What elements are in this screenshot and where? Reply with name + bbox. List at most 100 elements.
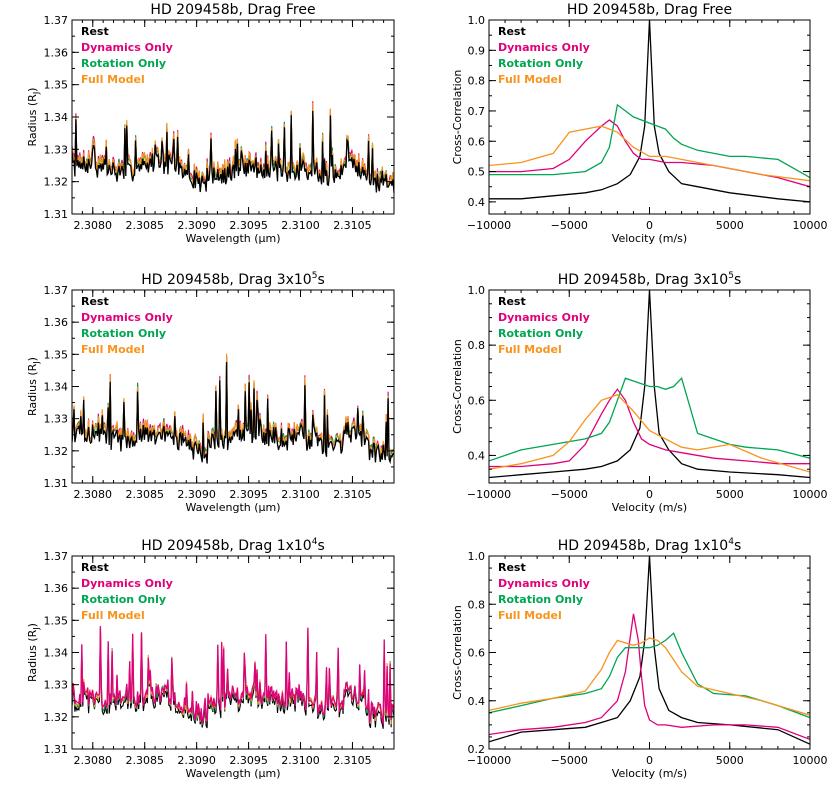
ccf-dragfree-xtick-label: 0 [646, 219, 653, 232]
ccf-drag1e4-line-full [489, 637, 810, 716]
ccf-drag3e5-ytick-label: 0.4 [468, 449, 486, 462]
spec-drag1e4-title: HD 209458b, Drag 1x104s [141, 537, 324, 554]
spec-dragfree-ylabel: Radius (RJ) [26, 88, 41, 147]
ccf-drag1e4-xtick-label: −5000 [551, 754, 588, 767]
ccf-dragfree-ytick-label: 0.8 [468, 75, 486, 88]
ccf-drag3e5-xtick-label: −5000 [551, 488, 588, 501]
ccf-dragfree-series-group [489, 20, 810, 203]
ccf-drag3e5-legend-rest: Rest [498, 295, 526, 308]
spec-drag3e5-panel: 2.3080 2.3085 2.3090 2.3095 2.3100 2.3105 1.31… [26, 271, 395, 514]
ccf-drag1e4-ylabel: Cross-Correlation [451, 605, 464, 700]
ccf-drag3e5-xlabel: Velocity (m/s) [612, 501, 687, 514]
spec-drag1e4-ytick-label: 1.34 [44, 647, 69, 660]
ccf-drag1e4-legend-rest: Rest [498, 561, 526, 574]
spec-drag3e5-xtick-label: 2.3105 [333, 488, 372, 501]
spec-dragfree-ytick-label: 1.32 [44, 176, 69, 189]
ccf-drag3e5-panel: −10000 −5000 0 5000 10000 0.4 0.6 0.8 1.0 HD 2094… [451, 271, 828, 514]
spec-dragfree-xtick-label: 2.3105 [333, 219, 372, 232]
spec-drag1e4-ytick-label: 1.31 [44, 743, 69, 756]
ccf-drag1e4-line-rest [489, 556, 810, 745]
spec-drag3e5-ytick-label: 1.34 [44, 381, 69, 394]
ccf-dragfree-panel: −10000 −5000 0 5000 10000 0.4 0.5 0.6 0.7 0.8 0.9 1… [451, 2, 828, 245]
ccf-drag1e4-line-dynamics [489, 613, 810, 741]
spec-drag1e4-line-full [72, 627, 394, 725]
spec-dragfree-line-rest [72, 110, 394, 194]
spec-drag1e4-ytick-label: 1.33 [44, 679, 69, 692]
ccf-drag1e4-ytick-label: 0.6 [468, 647, 486, 660]
ccf-dragfree-legend-rotation: Rotation Only [498, 57, 583, 70]
ccf-dragfree-ytick-label: 0.5 [468, 166, 486, 179]
ccf-dragfree-line-rotation [489, 103, 810, 179]
spec-drag3e5-ytick-label: 1.35 [44, 348, 69, 361]
spec-drag3e5-title: HD 209458b, Drag 3x105s [141, 271, 324, 288]
spec-drag1e4-legend-rest: Rest [81, 561, 109, 574]
ccf-drag3e5-legend-full: Full Model [498, 343, 562, 356]
ccf-dragfree-ylabel: Cross-Correlation [451, 70, 464, 165]
spec-drag1e4-xtick-label: 2.3095 [229, 754, 268, 767]
spec-drag1e4-legend-rotation: Rotation Only [81, 593, 166, 606]
ccf-drag1e4-ytick-label: 0.2 [468, 743, 486, 756]
spec-dragfree-line-dynamics [72, 101, 394, 189]
ccf-drag1e4-series-group [489, 556, 810, 745]
ccf-dragfree-xtick-label: 5000 [716, 219, 744, 232]
spec-drag1e4-ytick-label: 1.32 [44, 711, 69, 724]
spec-drag1e4-ytick-label: 1.37 [44, 550, 69, 563]
spec-drag1e4-xtick-label: 2.3090 [177, 754, 216, 767]
ccf-dragfree-xtick-label: −10000 [467, 219, 511, 232]
spec-drag1e4-xtick-label: 2.3080 [74, 754, 113, 767]
spec-dragfree-ytick-label: 1.31 [44, 208, 69, 221]
spec-dragfree-legend-rest: Rest [81, 25, 109, 38]
spec-drag3e5-ylabel: Radius (RJ) [26, 357, 41, 416]
ccf-drag3e5-ytick-label: 1.0 [468, 284, 486, 297]
spec-drag1e4-xtick-label: 2.3085 [125, 754, 164, 767]
spec-dragfree-title: HD 209458b, Drag Free [150, 2, 315, 18]
spec-dragfree-line-full [72, 102, 394, 190]
spec-drag3e5-series-group [72, 353, 394, 465]
spec-drag3e5-ytick-label: 1.33 [44, 413, 69, 426]
ccf-drag1e4-xtick-label: 0 [646, 754, 653, 767]
spec-dragfree-xlabel: Wavelength (μm) [185, 232, 280, 245]
ccf-dragfree-ytick-label: 0.7 [468, 105, 486, 118]
spec-dragfree-ytick-label: 1.37 [44, 14, 69, 27]
ccf-drag3e5-line-rest [489, 290, 810, 479]
spec-dragfree-ytick-label: 1.35 [44, 79, 69, 92]
ccf-drag1e4-xtick-label: 10000 [793, 754, 828, 767]
ccf-drag1e4-title: HD 209458b, Drag 1x104s [558, 537, 741, 554]
ccf-dragfree-xlabel: Velocity (m/s) [612, 232, 687, 245]
spec-dragfree-legend-dynamics: Dynamics Only [81, 41, 173, 54]
spec-drag3e5-ytick-label: 1.36 [44, 316, 69, 329]
ccf-drag3e5-line-dynamics [489, 388, 810, 468]
spec-drag3e5-line-full [72, 353, 394, 458]
spec-dragfree-ytick-label: 1.33 [44, 143, 69, 156]
spec-dragfree-xtick-label: 2.3090 [177, 219, 216, 232]
ccf-dragfree-ytick-label: 0.4 [468, 196, 486, 209]
ccf-drag1e4-legend-rotation: Rotation Only [498, 593, 583, 606]
ccf-drag3e5-xtick-label: 0 [646, 488, 653, 501]
ccf-dragfree-line-rest [489, 20, 810, 203]
spec-dragfree-ytick-label: 1.34 [44, 111, 69, 124]
spec-drag3e5-ytick-label: 1.37 [44, 284, 69, 297]
spec-dragfree-xtick-label: 2.3100 [281, 219, 320, 232]
spec-drag1e4-line-dynamics [72, 626, 394, 725]
spec-drag3e5-legend-dynamics: Dynamics Only [81, 311, 173, 324]
ccf-drag1e4-xtick-label: −10000 [467, 754, 511, 767]
spec-dragfree-panel: 2.3080 2.3085 2.3090 2.3095 2.3100 2.3105 1.31… [26, 2, 395, 245]
ccf-dragfree-legend-rest: Rest [498, 25, 526, 38]
ccf-drag1e4-panel: −10000 −5000 0 5000 10000 0.2 0.4 0.6 0.8 1.0 HD 2… [451, 537, 828, 780]
spec-drag1e4-panel: 2.3080 2.3085 2.3090 2.3095 2.3100 2.3105 1.31… [26, 537, 395, 780]
spec-drag3e5-ytick-label: 1.32 [44, 445, 69, 458]
spec-drag3e5-legend-rest: Rest [81, 295, 109, 308]
spec-drag3e5-xtick-label: 2.3090 [177, 488, 216, 501]
ccf-drag1e4-legend-dynamics: Dynamics Only [498, 577, 590, 590]
spec-drag3e5-ytick-label: 1.31 [44, 477, 69, 490]
ccf-drag3e5-line-full [489, 394, 810, 473]
spec-drag3e5-legend-rotation: Rotation Only [81, 327, 166, 340]
ccf-drag3e5-ylabel: Cross-Correlation [451, 339, 464, 434]
spec-dragfree-legend-rotation: Rotation Only [81, 57, 166, 70]
spec-drag3e5-xlabel: Wavelength (μm) [185, 501, 280, 514]
ccf-dragfree-line-dynamics [489, 119, 810, 188]
spec-drag1e4-legend-dynamics: Dynamics Only [81, 577, 173, 590]
ccf-dragfree-ytick-label: 1.0 [468, 14, 486, 27]
spec-drag1e4-xtick-label: 2.3105 [333, 754, 372, 767]
